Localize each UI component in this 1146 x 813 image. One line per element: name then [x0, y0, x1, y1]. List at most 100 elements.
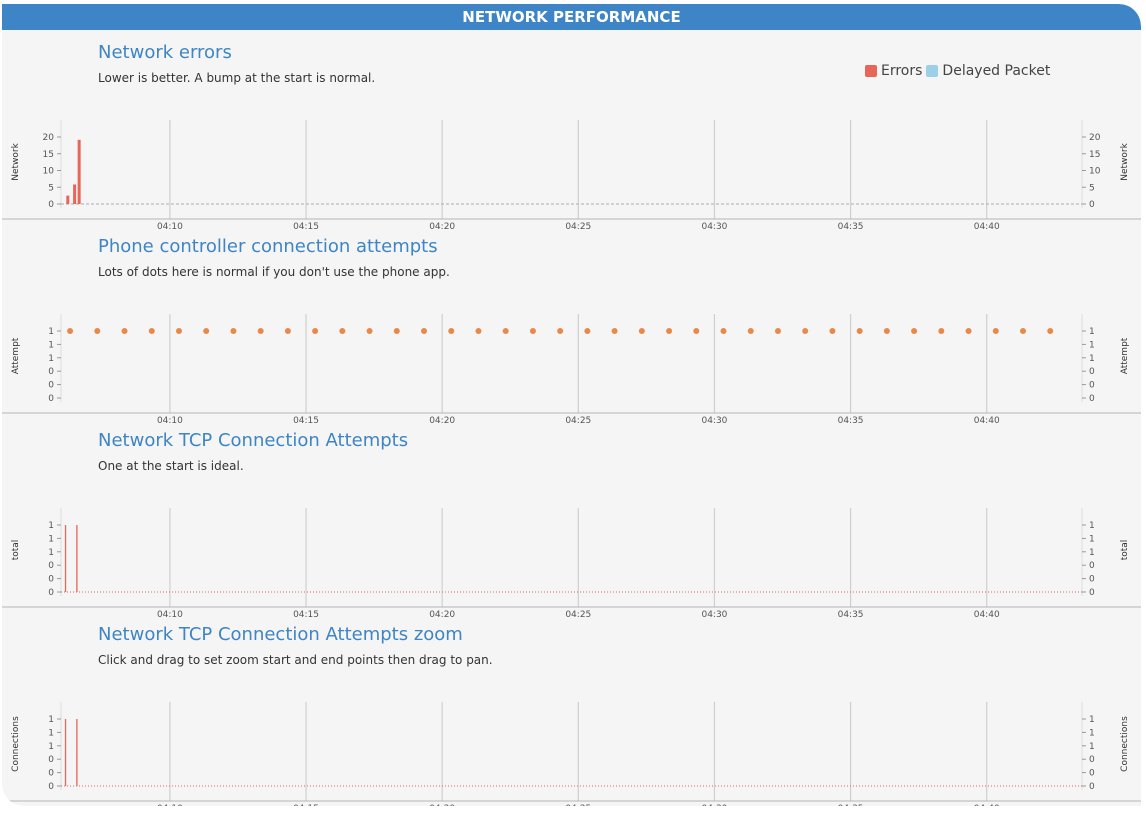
chart-title: Network TCP Connection Attempts zoom	[98, 624, 463, 645]
chart-plot[interactable]: 04:10 04:15 04:20 04:25 04:30 04:35 04:40 0 0 5 5 1…	[2, 34, 1141, 232]
x-tick-label: 04:15	[293, 804, 319, 806]
y-tick-label-left: 10	[43, 167, 55, 177]
data-point	[366, 328, 373, 334]
y-axis-title-right: Network	[1120, 142, 1130, 180]
x-tick-label: 04:20	[429, 610, 455, 620]
x-tick-label: 04:15	[293, 610, 319, 620]
data-point	[284, 328, 291, 334]
chart-title: Network errors	[98, 42, 232, 63]
data-point	[502, 328, 509, 334]
x-tick-label: 04:25	[565, 610, 591, 620]
x-tick-label: 04:35	[838, 222, 864, 232]
data-point	[584, 328, 591, 334]
y-tick-label-left: 0	[48, 381, 54, 391]
data-point	[638, 328, 645, 334]
data-point	[203, 328, 210, 334]
y-tick-label-left: 0	[48, 575, 54, 585]
y-axis-title-left: Attempt	[11, 337, 21, 374]
y-axis-title-right: total	[1120, 540, 1130, 561]
y-tick-label-left: 1	[48, 521, 54, 531]
data-point	[421, 328, 428, 334]
x-tick-label: 04:30	[701, 416, 727, 426]
x-tick-label: 04:25	[565, 222, 591, 232]
x-tick-label: 04:10	[157, 416, 183, 426]
data-bar	[66, 195, 70, 204]
y-tick-label-left: 0	[48, 561, 54, 571]
data-bar	[73, 184, 77, 204]
x-tick-label: 04:35	[838, 804, 864, 806]
y-tick-label-right: 0	[1089, 782, 1095, 792]
chart-plot[interactable]: 04:10 04:15 04:20 04:25 04:30 04:35 04:40 0 0 0 0 0…	[2, 228, 1141, 426]
y-tick-label-left: 0	[48, 588, 54, 598]
data-point	[938, 328, 945, 334]
y-tick-label-right: 1	[1089, 548, 1095, 558]
x-tick-label: 04:10	[157, 804, 183, 806]
y-tick-label-right: 1	[1089, 327, 1095, 337]
data-point	[339, 328, 346, 334]
data-point	[230, 328, 237, 334]
y-tick-label-right: 0	[1089, 588, 1095, 598]
y-tick-label-right: 0	[1089, 755, 1095, 765]
data-point	[802, 328, 809, 334]
data-point	[774, 328, 781, 334]
data-point	[747, 328, 754, 334]
legend-swatch-errors	[865, 65, 877, 77]
x-tick-label: 04:40	[974, 610, 1000, 620]
y-tick-label-left: 0	[48, 394, 54, 404]
data-point	[529, 328, 536, 334]
y-tick-label-left: 1	[48, 728, 54, 738]
y-tick-label-right: 1	[1089, 534, 1095, 544]
y-tick-label-left: 1	[48, 548, 54, 558]
y-tick-label-left: 0	[48, 200, 54, 210]
x-tick-label: 04:20	[429, 416, 455, 426]
tcp-connection-chart: Network TCP Connection Attempts One at t…	[2, 422, 1141, 620]
network-errors-chart: Network errors Lower is better. A bump a…	[2, 34, 1141, 232]
y-tick-label-right: 0	[1089, 575, 1095, 585]
y-tick-label-left: 1	[48, 340, 54, 350]
y-tick-label-left: 1	[48, 354, 54, 364]
x-tick-label: 04:40	[974, 416, 1000, 426]
data-point	[666, 328, 673, 334]
chart-title: Network TCP Connection Attempts	[98, 430, 409, 451]
x-tick-label: 04:15	[293, 222, 319, 232]
y-axis-title-left: total	[11, 540, 21, 561]
y-tick-label-left: 20	[43, 133, 55, 143]
x-tick-label: 04:25	[565, 804, 591, 806]
y-tick-label-left: 0	[48, 755, 54, 765]
y-tick-label-left: 1	[48, 327, 54, 337]
data-point	[94, 328, 101, 334]
x-tick-label: 04:40	[974, 222, 1000, 232]
y-tick-label-right: 0	[1089, 394, 1095, 404]
panel-header: NETWORK PERFORMANCE	[2, 4, 1141, 30]
x-tick-label: 04:20	[429, 222, 455, 232]
zoom-chart-plot[interactable]: 04:10 04:15 04:20 04:25 04:30 04:35 04:40 0 0 0 0 0…	[2, 616, 1141, 806]
y-tick-label-right: 1	[1089, 354, 1095, 364]
y-tick-label-right: 1	[1089, 521, 1095, 531]
y-tick-label-right: 1	[1089, 340, 1095, 350]
y-tick-label-left: 15	[43, 150, 54, 160]
x-tick-label: 04:35	[838, 416, 864, 426]
y-tick-label-left: 1	[48, 742, 54, 752]
y-tick-label-right: 0	[1089, 561, 1095, 571]
chart-subtitle: Lots of dots here is normal if you don't…	[98, 265, 450, 279]
chart-plot[interactable]: 04:10 04:15 04:20 04:25 04:30 04:35 04:40 0 0 0 0 0…	[2, 422, 1141, 620]
data-point	[257, 328, 264, 334]
x-tick-label: 04:10	[157, 222, 183, 232]
x-tick-label: 04:15	[293, 416, 319, 426]
legend-label-delayed-packet[interactable]: Delayed Packet	[942, 63, 1051, 79]
chart-subtitle: Click and drag to set zoom start and end…	[98, 653, 493, 667]
data-point	[965, 328, 972, 334]
legend-label-errors[interactable]: Errors	[881, 63, 923, 79]
x-tick-label: 04:20	[429, 804, 455, 806]
y-tick-label-left: 1	[48, 715, 54, 725]
data-point	[475, 328, 482, 334]
y-axis-title-right: Connections	[1120, 716, 1130, 772]
data-point	[448, 328, 455, 334]
y-axis-title-right: Attempt	[1120, 337, 1130, 374]
y-tick-label-right: 15	[1089, 150, 1100, 160]
x-tick-label: 04:10	[157, 610, 183, 620]
x-tick-label: 04:30	[701, 610, 727, 620]
y-tick-label-right: 0	[1089, 381, 1095, 391]
x-tick-label: 04:30	[701, 804, 727, 806]
y-axis-title-left: Network	[11, 142, 21, 180]
